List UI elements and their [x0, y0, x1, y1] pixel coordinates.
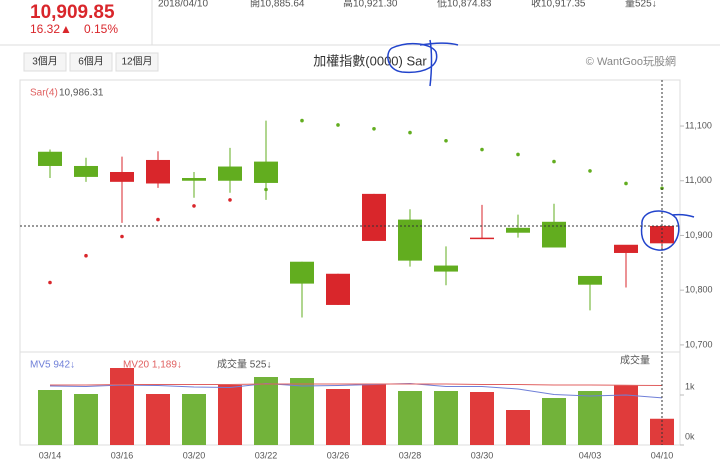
candle-body: [218, 166, 242, 181]
x-tick-label: 03/20: [183, 450, 206, 460]
sar-legend: Sar(4): [30, 88, 58, 99]
candle-body: [506, 227, 530, 233]
sar-dot: [120, 234, 124, 239]
sar-dot: [480, 147, 484, 152]
sar-dot: [588, 169, 592, 173]
legend-mv20: MV20 1,189↓: [123, 360, 182, 371]
candle-body: [182, 178, 206, 181]
annotation: [387, 39, 459, 87]
range-button-label[interactable]: 12個月: [121, 55, 152, 68]
y-tick-label: 10,700: [685, 339, 713, 349]
candle-body: [470, 237, 494, 240]
ma-line: [50, 383, 663, 387]
x-tick-label: 03/26: [327, 450, 350, 460]
change-pct: 0.15%: [84, 22, 118, 36]
volume-bar: [290, 378, 314, 445]
volume-bar: [578, 391, 602, 445]
y-tick-label: 10,800: [685, 285, 713, 295]
legend-volume: 成交量 525↓: [217, 358, 271, 371]
y-tick-label: 11,100: [685, 120, 712, 130]
range-button-label[interactable]: 3個月: [32, 55, 58, 68]
candle-body: [398, 219, 422, 261]
sar-dot: [48, 280, 52, 285]
annotation: [640, 210, 695, 251]
sar-dot: [264, 187, 268, 192]
sar-dot: [444, 139, 448, 143]
x-tick-label: 03/22: [255, 450, 278, 460]
candle-body: [614, 244, 638, 253]
range-button-label[interactable]: 6個月: [78, 55, 104, 68]
candle-body: [542, 221, 566, 248]
volume-bar: [38, 390, 62, 445]
volume-bar: [110, 368, 134, 445]
candle-body: [650, 225, 674, 244]
sar-dot: [228, 198, 232, 202]
candle-body: [74, 165, 98, 177]
low: 低10,874.83: [437, 0, 492, 10]
candle-body: [254, 161, 278, 183]
credit: © WantGoo玩股網: [586, 54, 676, 68]
volume-bar: [254, 377, 278, 445]
candle-body: [38, 151, 62, 166]
volume-bar: [146, 394, 170, 445]
price: 10,909.85: [30, 2, 115, 23]
sar-dot: [624, 181, 628, 186]
candle-body: [434, 265, 458, 272]
volume-bar: [506, 410, 530, 445]
range-button[interactable]: [115, 52, 159, 72]
sar-dot: [156, 217, 160, 222]
x-tick-label: 03/14: [39, 450, 62, 460]
legend-mv5: MV5 942↓: [30, 360, 75, 371]
y-tick-label: 11,000: [685, 175, 712, 185]
volume-bar: [74, 394, 98, 445]
sar-dot: [84, 253, 88, 258]
x-tick-label: 04/10: [651, 450, 674, 460]
candle-body: [146, 159, 170, 184]
volume-panel-label: 成交量: [620, 354, 650, 367]
close: 收10,917.35: [531, 0, 586, 10]
candle-body: [110, 171, 134, 182]
open: 開10,885.64: [250, 0, 305, 10]
y-tick-label: 1k: [685, 381, 695, 391]
candle-body: [578, 275, 602, 285]
y-tick-label: 0k: [685, 431, 695, 441]
volume-bar: [470, 392, 494, 445]
candle-body: [362, 193, 386, 241]
change: 16.32▲: [30, 22, 72, 36]
candle-body: [326, 273, 350, 305]
sar-dot: [336, 123, 340, 127]
x-tick-label: 03/28: [399, 450, 422, 460]
sar-dot: [372, 126, 376, 131]
date: 2018/04/10: [158, 0, 208, 10]
volume-bar: [326, 389, 350, 445]
high: 高10,921.30: [343, 0, 398, 10]
range-button[interactable]: [23, 52, 67, 72]
volume: 量525↓: [625, 0, 657, 10]
sar-dot: [516, 152, 520, 157]
volume-bar: [218, 385, 242, 445]
sar-dot: [408, 130, 412, 135]
sar-dot: [300, 118, 304, 123]
x-tick-label: 03/30: [471, 450, 494, 460]
sar-last-label: 10,986.31: [59, 88, 104, 99]
volume-bar: [542, 398, 566, 445]
chart-title: 加權指數(0000) Sar: [313, 53, 427, 68]
ma-line: [49, 382, 663, 399]
candle-body: [290, 261, 314, 284]
sar-dot: [552, 159, 556, 164]
range-button[interactable]: [69, 52, 113, 72]
y-tick-label: 10,900: [685, 230, 713, 240]
x-tick-label: 04/03: [579, 450, 602, 460]
sar-dot: [192, 204, 196, 208]
volume-bar: [182, 394, 206, 445]
x-tick-label: 03/16: [111, 450, 134, 460]
volume-bar: [362, 384, 386, 445]
volume-bar: [434, 391, 458, 445]
volume-bar: [614, 385, 638, 445]
volume-bar: [398, 391, 422, 445]
